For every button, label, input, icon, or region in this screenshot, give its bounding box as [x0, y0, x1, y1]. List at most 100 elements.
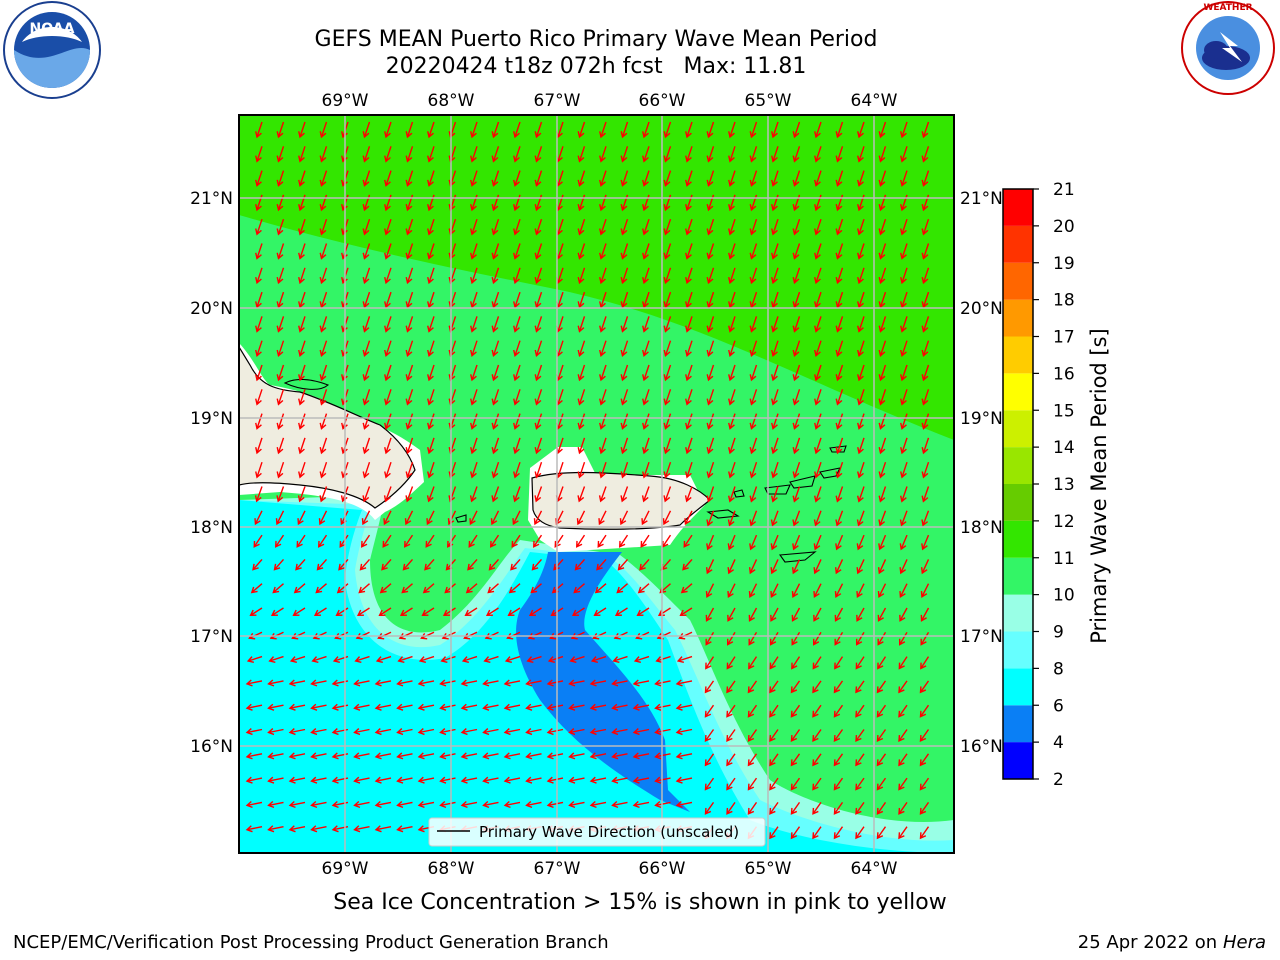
- wave-arrow: [771, 146, 779, 163]
- wave-arrow: [491, 389, 500, 406]
- wave-arrow: [920, 583, 930, 599]
- wave-arrow: [513, 121, 521, 139]
- wave-arrow: [417, 679, 435, 687]
- wave-arrow: [594, 583, 607, 594]
- wave-arrow: [620, 146, 629, 163]
- wave-arrow: [440, 655, 456, 664]
- colorbar-block: [1003, 705, 1033, 743]
- wave-arrow: [620, 267, 629, 285]
- wave-arrow: [814, 243, 822, 260]
- wave-arrow: [706, 291, 715, 309]
- wave-arrow: [599, 267, 607, 285]
- wave-arrow: [704, 680, 715, 694]
- wave-arrow: [620, 461, 629, 479]
- footer-date: 25 Apr 2022 on Hera: [1078, 932, 1266, 953]
- wave-arrow: [442, 607, 456, 617]
- wave-arrow: [900, 243, 908, 260]
- colorbar-block: [1003, 262, 1033, 300]
- wave-arrow: [513, 316, 521, 333]
- wave-arrow: [812, 656, 822, 670]
- wave-arrow: [592, 631, 607, 640]
- wave-arrow: [921, 170, 930, 187]
- wave-arrow: [589, 679, 607, 687]
- wave-arrow: [255, 364, 263, 382]
- footer-date-text: 25 Apr 2022 on: [1077, 932, 1223, 953]
- wave-arrow: [637, 583, 650, 594]
- wave-arrow: [470, 267, 478, 285]
- wave-arrow: [792, 243, 801, 260]
- wave-arrow: [771, 437, 779, 455]
- wave-arrow: [355, 631, 370, 640]
- wave-arrow: [568, 800, 585, 809]
- wave-arrow: [855, 826, 865, 840]
- wave-arrow: [898, 704, 908, 718]
- wave-arrow: [460, 752, 478, 760]
- wave-arrow: [590, 655, 607, 664]
- wave-arrow: [749, 437, 758, 455]
- wave-arrow: [635, 631, 650, 640]
- wave-arrow: [878, 340, 887, 357]
- wave-arrow: [362, 340, 371, 357]
- wave-arrow: [441, 631, 456, 640]
- wave-arrow: [255, 389, 263, 406]
- wave-arrow: [298, 170, 306, 187]
- wave-arrow: [250, 583, 263, 594]
- wave-arrow: [663, 146, 672, 163]
- wave-arrow: [814, 437, 822, 455]
- wave-arrow: [381, 558, 392, 571]
- wave-arrow: [878, 510, 887, 527]
- wave-arrow: [484, 631, 499, 640]
- wave-arrow: [919, 680, 930, 694]
- wave-arrow: [876, 680, 887, 694]
- wave-arrow: [706, 389, 715, 406]
- wave-arrow: [467, 558, 478, 571]
- wave-arrow: [675, 703, 693, 711]
- wave-arrow: [384, 437, 392, 455]
- wave-arrow: [726, 656, 736, 670]
- wave-arrow: [507, 607, 521, 617]
- wave-arrow: [705, 559, 715, 575]
- wave-arrow: [378, 607, 392, 617]
- wave-arrow: [426, 510, 435, 526]
- nws-logo: WEATHER: [1181, 1, 1275, 95]
- wave-arrow: [748, 607, 758, 622]
- wave-arrow: [620, 340, 629, 357]
- wave-arrow: [384, 267, 392, 285]
- wave-arrow: [362, 364, 371, 382]
- wave-arrow: [771, 121, 779, 139]
- colorbar-tick-label: 20: [1053, 217, 1075, 237]
- wave-arrow: [379, 583, 392, 594]
- wave-arrow: [513, 291, 521, 309]
- wave-arrow: [276, 243, 285, 260]
- wave-arrow: [254, 510, 263, 526]
- wave-arrow: [312, 631, 327, 640]
- wave-arrow: [878, 170, 887, 187]
- wave-arrow: [685, 316, 693, 333]
- wave-arrow: [577, 461, 586, 479]
- wave-arrow: [288, 776, 306, 784]
- wave-arrow: [534, 146, 543, 163]
- wave-arrow: [275, 510, 285, 526]
- wave-arrow: [353, 776, 370, 784]
- wave-arrow: [749, 413, 758, 430]
- wave-arrow: [568, 679, 585, 687]
- wave-arrow: [618, 534, 629, 548]
- wave-arrow: [835, 510, 844, 527]
- lon-label-bottom: 66°W: [639, 859, 686, 879]
- wave-arrow: [728, 437, 736, 455]
- wave-arrow: [728, 461, 736, 479]
- wave-arrow: [525, 752, 542, 760]
- wave-arrow: [921, 218, 930, 236]
- wave-arrow: [439, 800, 456, 809]
- wave-arrow: [245, 752, 263, 760]
- wave-arrow: [814, 364, 822, 382]
- wave-arrow: [353, 728, 370, 736]
- wave-arrow: [790, 704, 801, 718]
- wave-arrow: [616, 583, 628, 594]
- wave-arrow: [245, 728, 263, 736]
- wave-arrow: [405, 146, 414, 163]
- wave-arrow: [642, 243, 650, 260]
- wave-arrow: [510, 558, 521, 571]
- wave-arrow: [685, 146, 693, 163]
- wave-arrow: [374, 728, 392, 736]
